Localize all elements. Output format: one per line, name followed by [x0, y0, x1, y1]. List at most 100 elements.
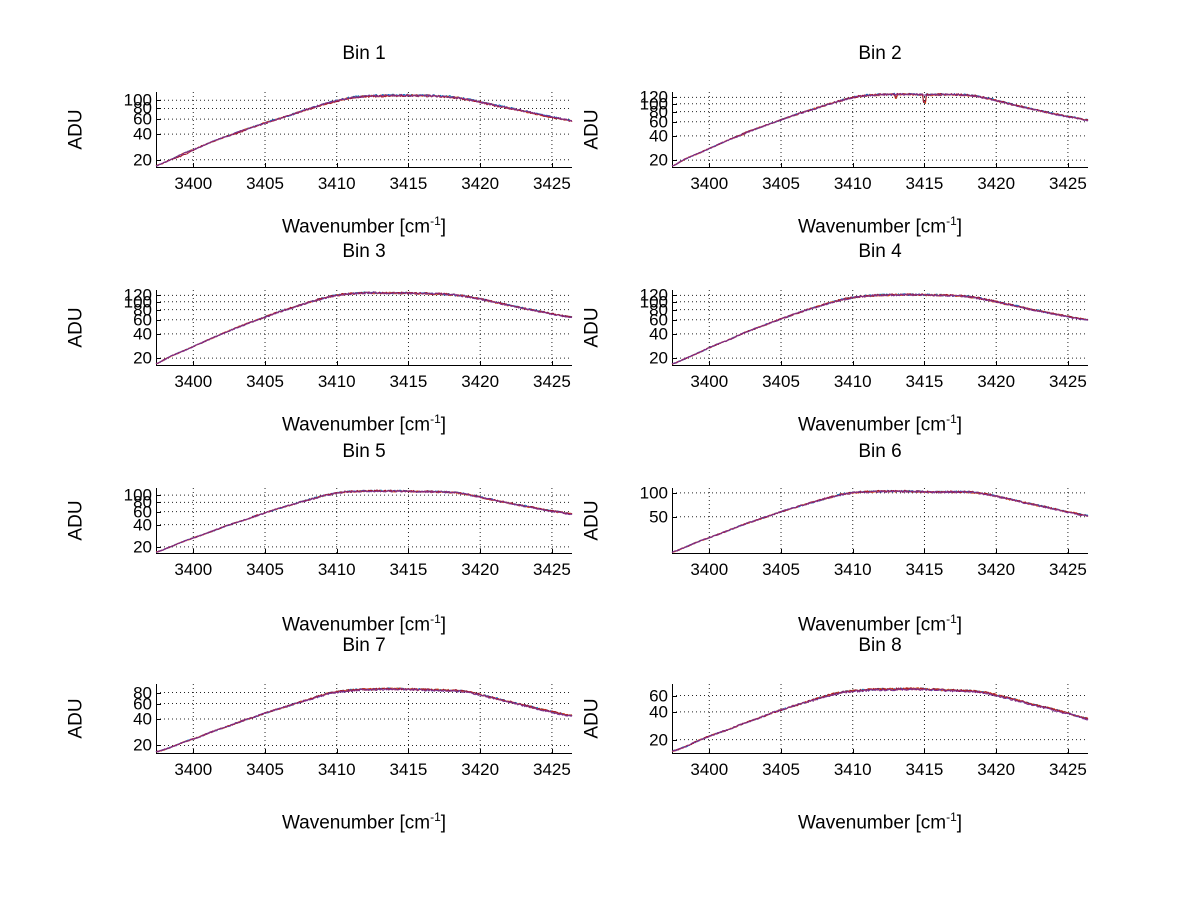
- x-axis-label-text: Wavenumber [cm: [281, 812, 431, 834]
- y-tick-label: 20: [133, 348, 152, 368]
- x-tick-mark: [336, 361, 338, 366]
- x-axis-label: Wavenumber [cm-1]: [156, 413, 572, 434]
- x-tick-mark: [852, 549, 854, 554]
- x-axis-label: Wavenumber [cm-1]: [672, 215, 1088, 236]
- x-tick-mark: [781, 749, 783, 754]
- x-tick-label: 3410: [833, 760, 872, 779]
- y-tick-mark: [672, 103, 677, 105]
- x-axis-label-exponent: -1: [946, 810, 957, 824]
- x-tick-label: 3425: [1048, 560, 1087, 579]
- y-tick-label: 100: [123, 485, 152, 505]
- x-tick-mark: [193, 749, 195, 754]
- x-axis-line: [672, 167, 1088, 168]
- y-tick-label: 80: [133, 492, 152, 512]
- plot-area: 20 40 60 80 100 120 3400 3405 3410 3415 3420 3425: [640, 287, 1089, 390]
- x-tick-label: 3420: [977, 174, 1016, 193]
- x-tick-label: 3420: [461, 560, 500, 579]
- x-axis-label: Wavenumber [cm-1]: [156, 811, 572, 832]
- y-axis-line: [672, 684, 673, 754]
- y-tick-mark: [672, 695, 677, 697]
- subplot-title: Bin 7: [342, 635, 386, 656]
- x-axis-label-exponent: -1: [430, 612, 441, 626]
- x-tick-label: 3415: [905, 760, 944, 779]
- plot-area: 20 40 60 80 100 120 3400 3405 3410 3415 3420 3425: [124, 287, 573, 390]
- x-tick-mark: [265, 749, 267, 754]
- x-axis-label-tail: ]: [956, 414, 963, 436]
- x-tick-mark: [1067, 549, 1069, 554]
- data-series-line: [671, 489, 1089, 553]
- x-tick-label: 3405: [762, 760, 800, 779]
- x-tick-label: 3405: [762, 560, 800, 579]
- y-tick-mark: [672, 739, 677, 741]
- y-tick-label: 40: [133, 124, 152, 144]
- x-tick-mark: [924, 361, 926, 366]
- data-series-line: [671, 687, 1089, 752]
- y-axis-label: ADU: [65, 500, 87, 541]
- y-tick-mark: [156, 119, 161, 121]
- y-tick-mark: [672, 111, 677, 113]
- y-tick-label: 60: [649, 112, 668, 132]
- y-axis-label: ADU: [581, 307, 603, 348]
- y-axis-line: [672, 92, 673, 168]
- x-tick-mark: [265, 163, 267, 168]
- x-tick-mark: [996, 361, 998, 366]
- x-tick-label: 3420: [461, 174, 500, 193]
- x-tick-mark: [1067, 163, 1069, 168]
- y-tick-mark: [156, 546, 161, 548]
- subplot-title: Bin 3: [342, 241, 386, 262]
- series-canvas: [671, 684, 1089, 754]
- x-axis-label-text: Wavenumber [cm: [281, 614, 431, 636]
- y-tick-mark: [156, 108, 161, 110]
- y-axis-label: ADU: [581, 698, 603, 739]
- x-tick-label: 3415: [389, 372, 428, 391]
- y-axis-label: ADU: [581, 500, 603, 541]
- x-tick-mark: [551, 549, 553, 554]
- x-tick-mark: [852, 361, 854, 366]
- x-tick-label: 3425: [1048, 174, 1087, 193]
- subplot-title: Bin 1: [342, 43, 386, 64]
- x-axis-label-text: Wavenumber [cm: [281, 414, 431, 436]
- subplot-bin-4: Bin 4 20 40 60 80 100 120 3400 3405 3410 3415 3420 3…: [552, 242, 1098, 449]
- x-tick-label: 3410: [317, 560, 356, 579]
- plot-area: 20 40 60 80 100 120 3400 3405 3410 3415 3420 3425: [640, 89, 1089, 192]
- x-axis-line: [156, 167, 572, 168]
- y-tick-mark: [672, 492, 677, 494]
- x-tick-label: 3405: [246, 760, 284, 779]
- x-tick-mark: [924, 749, 926, 754]
- x-tick-mark: [336, 749, 338, 754]
- x-tick-label: 3405: [246, 174, 284, 193]
- y-tick-label: 80: [133, 300, 152, 320]
- data-series-line: [671, 490, 1089, 553]
- y-tick-label: 40: [133, 709, 152, 729]
- data-series-line: [155, 93, 573, 167]
- data-series-line: [155, 93, 573, 167]
- y-tick-label: 80: [649, 102, 668, 122]
- y-tick-mark: [156, 745, 161, 747]
- x-axis-label-text: Wavenumber [cm: [797, 216, 947, 238]
- x-tick-label: 3425: [532, 560, 571, 579]
- x-tick-mark: [408, 549, 410, 554]
- data-series-line: [671, 93, 1089, 167]
- y-tick-mark: [672, 160, 677, 162]
- y-tick-label: 80: [649, 300, 668, 320]
- y-tick-label: 100: [123, 292, 152, 312]
- data-series-line: [671, 687, 1089, 752]
- plot-area: 20 40 60 80 100 3400 3405 3410 3415 3420 3425: [124, 487, 573, 578]
- x-axis-label-text: Wavenumber [cm: [797, 614, 947, 636]
- x-axis-line: [156, 365, 572, 366]
- y-tick-mark: [156, 319, 161, 321]
- y-tick-label: 40: [133, 324, 152, 344]
- x-tick-label: 3410: [833, 560, 872, 579]
- x-tick-label: 3420: [461, 372, 500, 391]
- data-series-line: [671, 490, 1089, 553]
- y-tick-label: 80: [133, 683, 152, 703]
- y-tick-mark: [156, 502, 161, 504]
- y-tick-label: 40: [649, 324, 668, 344]
- x-axis-line: [156, 553, 572, 554]
- subplot-title: Bin 2: [858, 43, 902, 64]
- x-tick-label: 3425: [1048, 760, 1087, 779]
- series-canvas: [155, 488, 573, 554]
- x-tick-mark: [709, 163, 711, 168]
- series-canvas: [671, 488, 1089, 554]
